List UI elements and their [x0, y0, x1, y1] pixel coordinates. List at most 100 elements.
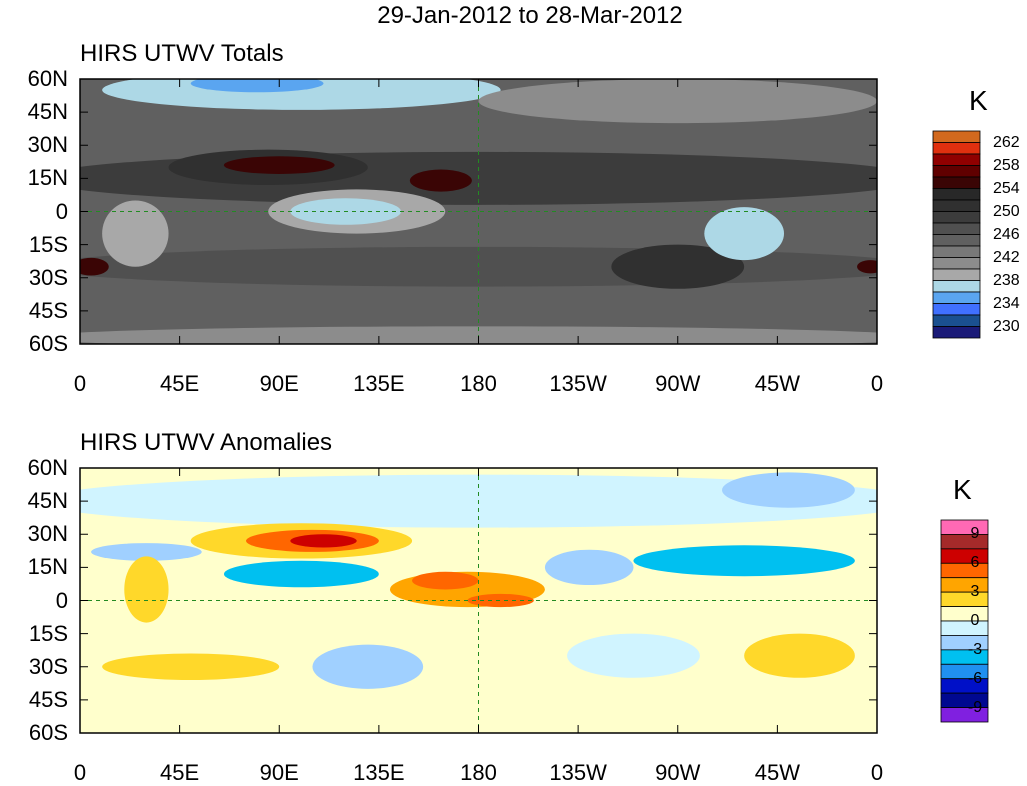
colorbar-tick-label: -9 [967, 698, 983, 716]
y-tick-label: 45N [27, 488, 68, 514]
colorbar-tick-label: 254 [993, 179, 1020, 197]
contour-region [102, 200, 169, 267]
contour-region [722, 472, 855, 508]
panel-title-anomalies: HIRS UTWV Anomalies [80, 429, 333, 456]
contour-region [857, 260, 877, 274]
panel-title-totals: HIRS UTWV Totals [80, 40, 284, 67]
colorbar-box [932, 291, 981, 304]
colorbar-tick-label: 234 [993, 294, 1020, 312]
x-tick-label: 0 [73, 760, 87, 785]
y-tick-label: 30S [28, 264, 68, 290]
y-tick-label: 30N [27, 132, 68, 158]
x-tick-label: 0 [73, 371, 87, 396]
x-tick-label: 90W [655, 760, 701, 785]
contour-region [91, 543, 202, 561]
y-tick-label: 60N [27, 455, 68, 480]
colorbar-tick-label: -3 [967, 640, 983, 658]
contour-region [467, 593, 534, 608]
y-tick-label: 45S [28, 686, 68, 712]
y-tick-label: 15S [28, 620, 68, 646]
colorbar-box [932, 199, 981, 212]
x-tick-label: 135E [353, 371, 405, 396]
colorbar-box [932, 280, 981, 293]
colorbar-tick-label: 6 [970, 554, 980, 572]
contour-region [223, 560, 379, 588]
colorbar-tick-label: -6 [967, 669, 983, 687]
colorbar-box [932, 326, 981, 339]
y-tick-label: 15S [28, 231, 68, 257]
x-tick-label: 90W [655, 371, 701, 396]
colorbar-box [932, 188, 981, 201]
colorbar-box [932, 130, 981, 143]
y-tick-label: 15N [27, 165, 68, 191]
contour-region [544, 549, 634, 586]
colorbar-box [940, 707, 989, 723]
y-tick-label: 45N [27, 99, 68, 125]
contour-region [409, 169, 472, 192]
y-tick-label: 60S [28, 331, 68, 356]
colorbar-box [932, 142, 981, 155]
x-tick-label: 90E [259, 371, 299, 396]
contour-region [478, 79, 877, 124]
y-tick-label: 30S [28, 653, 68, 679]
y-tick-label: 0 [55, 198, 68, 224]
y-tick-label: 15N [27, 554, 68, 580]
contour-region [80, 257, 109, 276]
colorbar-box [932, 211, 981, 224]
colorbar-tick-label: 230 [993, 317, 1020, 335]
colorbar-box [932, 222, 981, 235]
x-tick-label: 135E [353, 760, 405, 785]
colorbar-tick-label: 9 [970, 525, 980, 543]
colorbar-box [932, 257, 981, 270]
colorbar-tick-label: 258 [993, 156, 1020, 174]
colorbar-box [932, 314, 981, 327]
y-tick-label: 60S [28, 720, 68, 745]
colorbar-box [932, 268, 981, 281]
contour-region [704, 207, 785, 261]
colorbar-box [932, 176, 981, 189]
colorbar-tick-label: 0 [970, 612, 980, 629]
colorbar-unit-label: K [953, 474, 972, 505]
contour-region [124, 556, 169, 623]
x-tick-label: 180 [460, 760, 497, 785]
colorbar-tick-label: 3 [970, 583, 980, 601]
contour-region [102, 79, 501, 110]
x-tick-label: 180 [460, 371, 497, 396]
colorbar-box [932, 234, 981, 247]
colorbar-tick-label: 262 [993, 133, 1020, 151]
colorbar-unit-label: K [969, 85, 988, 116]
colorbar-tick-label: 238 [993, 271, 1020, 289]
x-tick-label: 45W [754, 371, 800, 396]
contour-region [312, 644, 424, 689]
colorbar-tick-label: 246 [993, 225, 1020, 243]
colorbar-box [932, 303, 981, 316]
figure-title: 29-Jan-2012 to 28-Mar-2012 [377, 2, 683, 29]
y-tick-label: 45S [28, 297, 68, 323]
x-tick-label: 135W [549, 760, 607, 785]
contour-region [611, 244, 745, 289]
contour-region [223, 156, 335, 174]
contour-region [290, 534, 357, 548]
contour-region [190, 79, 324, 93]
colorbar-tick-label: 250 [993, 202, 1020, 220]
y-tick-label: 0 [55, 587, 68, 613]
colorbar-tick-label: 242 [993, 248, 1020, 266]
contour-region [633, 545, 855, 577]
x-tick-label: 135W [549, 371, 607, 396]
x-tick-label: 0 [870, 760, 884, 785]
x-tick-label: 0 [870, 371, 884, 396]
contour-region [744, 633, 855, 678]
x-tick-label: 45E [160, 371, 200, 396]
colorbar-box [932, 245, 981, 258]
y-tick-label: 60N [27, 66, 68, 91]
colorbar-box [932, 165, 981, 178]
x-tick-label: 45E [160, 760, 200, 785]
contour-region [412, 571, 479, 590]
x-tick-label: 90E [259, 760, 299, 785]
y-tick-label: 30N [27, 521, 68, 547]
contour-region [567, 633, 700, 678]
x-tick-label: 45W [754, 760, 800, 785]
colorbar-box [932, 153, 981, 166]
contour-region [102, 653, 280, 680]
